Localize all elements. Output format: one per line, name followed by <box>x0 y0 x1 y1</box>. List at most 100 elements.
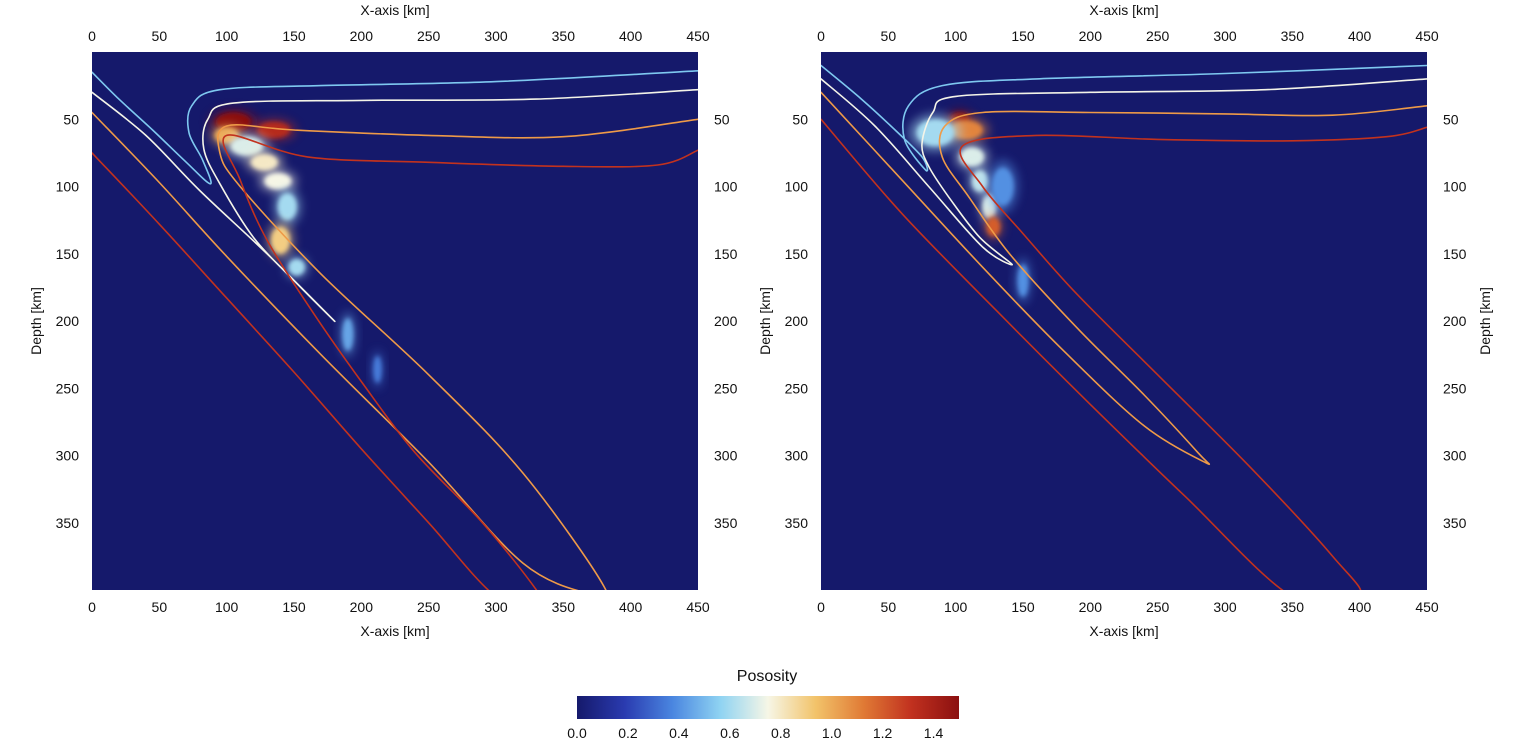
x-tick-label-bottom: 200 <box>1079 599 1103 615</box>
colorbar-scale <box>577 696 959 719</box>
right-tick-labels: 0 0 50 50 100 100 150 150 200 200 250 250 300 300 350 3… <box>785 28 1467 615</box>
colorbar-tick-label: 0.0 <box>567 725 587 741</box>
porosity-patch <box>257 121 290 139</box>
y-tick-label-left: 350 <box>785 515 809 531</box>
x-tick-label-bottom: 400 <box>619 599 643 615</box>
left-porosity-field <box>208 108 384 389</box>
x-tick-label-top: 400 <box>1348 28 1372 44</box>
y-tick-label-left: 50 <box>792 111 808 127</box>
x-tick-label-bottom: 350 <box>552 599 576 615</box>
y-tick-label-left: 100 <box>56 179 80 195</box>
porosity-patch <box>288 259 305 276</box>
y-tick-label-left: 250 <box>785 380 809 396</box>
x-tick-label-top: 200 <box>350 28 374 44</box>
x-tick-label-top: 50 <box>152 28 168 44</box>
y-tick-label-right: 100 <box>714 179 738 195</box>
y-tick-label-right: 150 <box>714 246 738 262</box>
x-tick-label-bottom: 150 <box>1011 599 1035 615</box>
porosity-patch <box>264 173 292 190</box>
y-tick-label-left: 250 <box>56 380 80 396</box>
y-tick-label-right: 300 <box>1443 448 1467 464</box>
y-tick-label-right: 350 <box>714 515 738 531</box>
y-tick-label-right: 50 <box>1443 111 1459 127</box>
x-tick-label-bottom: 400 <box>1348 599 1372 615</box>
y-tick-label-right: 200 <box>1443 313 1467 329</box>
y-tick-label-right: 300 <box>714 448 738 464</box>
x-tick-label-top: 50 <box>881 28 897 44</box>
y-tick-label-left: 150 <box>785 246 809 262</box>
x-tick-label-bottom: 100 <box>215 599 239 615</box>
contour-line-1 <box>821 91 1427 465</box>
colorbar-tick-label: 0.8 <box>771 725 791 741</box>
y-tick-label-right: 100 <box>1443 179 1467 195</box>
contour-line-1.3 <box>92 134 698 590</box>
colorbar-tick-labels: 0.0 0.2 0.4 0.6 0.8 1.0 1.2 1.4 <box>567 725 943 741</box>
x-tick-label-bottom: 300 <box>484 599 508 615</box>
y-tick-label-left: 50 <box>63 111 79 127</box>
contour-line-0.8 <box>92 88 698 323</box>
x-tick-label-bottom: 250 <box>417 599 441 615</box>
x-tick-label-top: 0 <box>817 28 825 44</box>
y-tick-label-left: 100 <box>785 179 809 195</box>
x-tick-label-bottom: 200 <box>350 599 374 615</box>
left-contour-lines <box>92 70 698 590</box>
y-tick-label-left: 350 <box>56 515 80 531</box>
y-tick-label-left: 200 <box>56 313 80 329</box>
x-tick-label-top: 150 <box>1011 28 1035 44</box>
right-top-x-axis-label: X-axis [km] <box>1089 2 1158 18</box>
y-tick-label-left: 300 <box>56 448 80 464</box>
colorbar-tick-label: 1.2 <box>873 725 893 741</box>
colorbar-tick-label: 0.6 <box>720 725 740 741</box>
y-tick-label-left: 300 <box>785 448 809 464</box>
porosity-patch <box>250 154 278 171</box>
left-top-x-axis-label: X-axis [km] <box>360 2 429 18</box>
porosity-patch <box>277 193 297 221</box>
x-tick-label-bottom: 300 <box>1213 599 1237 615</box>
x-tick-label-top: 300 <box>1213 28 1237 44</box>
contour-line-1.3 <box>821 118 1427 590</box>
x-tick-label-top: 250 <box>1146 28 1170 44</box>
x-tick-label-top: 100 <box>215 28 239 44</box>
right-bottom-x-axis-label: X-axis [km] <box>1089 623 1158 639</box>
x-tick-label-bottom: 0 <box>817 599 825 615</box>
x-tick-label-top: 100 <box>944 28 968 44</box>
porosity-patch <box>271 226 290 254</box>
colorbar-tick-label: 1.0 <box>822 725 842 741</box>
right-contour-lines <box>821 64 1427 590</box>
porosity-patch <box>342 318 354 351</box>
x-tick-label-bottom: 350 <box>1281 599 1305 615</box>
x-tick-label-top: 450 <box>1415 28 1439 44</box>
y-tick-label-right: 250 <box>714 380 738 396</box>
x-tick-label-bottom: 50 <box>152 599 168 615</box>
x-tick-label-bottom: 450 <box>686 599 710 615</box>
left-bottom-x-axis-label: X-axis [km] <box>360 623 429 639</box>
porosity-patch <box>373 355 382 383</box>
x-tick-label-top: 450 <box>686 28 710 44</box>
x-tick-label-top: 250 <box>417 28 441 44</box>
x-tick-label-top: 150 <box>282 28 306 44</box>
x-tick-label-bottom: 450 <box>1415 599 1439 615</box>
x-tick-label-top: 350 <box>1281 28 1305 44</box>
y-tick-label-right: 150 <box>1443 246 1467 262</box>
left-y-axis-label: Depth [km] <box>28 287 44 355</box>
colorbar-title: Pososity <box>737 668 797 685</box>
y-tick-label-left: 200 <box>785 313 809 329</box>
y-tick-label-right: 200 <box>714 313 738 329</box>
right-porosity-panel: 0 0 50 50 100 100 150 150 200 200 250 250 300 300 350 3… <box>757 2 1493 639</box>
x-tick-label-bottom: 100 <box>944 599 968 615</box>
colorbar-tick-label: 0.4 <box>669 725 689 741</box>
porosity-patch <box>986 217 1001 237</box>
x-tick-label-top: 400 <box>619 28 643 44</box>
contour-line-0.8 <box>821 78 1427 266</box>
contour-line-0.6 <box>821 64 1427 172</box>
x-tick-label-bottom: 250 <box>1146 599 1170 615</box>
x-tick-label-bottom: 0 <box>88 599 96 615</box>
porosity-patch <box>992 167 1014 206</box>
y-tick-label-left: 150 <box>56 246 80 262</box>
x-tick-label-top: 0 <box>88 28 96 44</box>
left-porosity-panel: 0 0 50 50 100 100 150 150 200 200 250 250 300 300 350 3… <box>28 2 738 639</box>
contour-line-0.6 <box>92 70 698 185</box>
x-tick-label-top: 200 <box>1079 28 1103 44</box>
y-tick-label-right: 350 <box>1443 515 1467 531</box>
colorbar: Pososity 0.0 0.2 0.4 0.6 0.8 1.0 1.2 1.4 <box>567 668 959 741</box>
